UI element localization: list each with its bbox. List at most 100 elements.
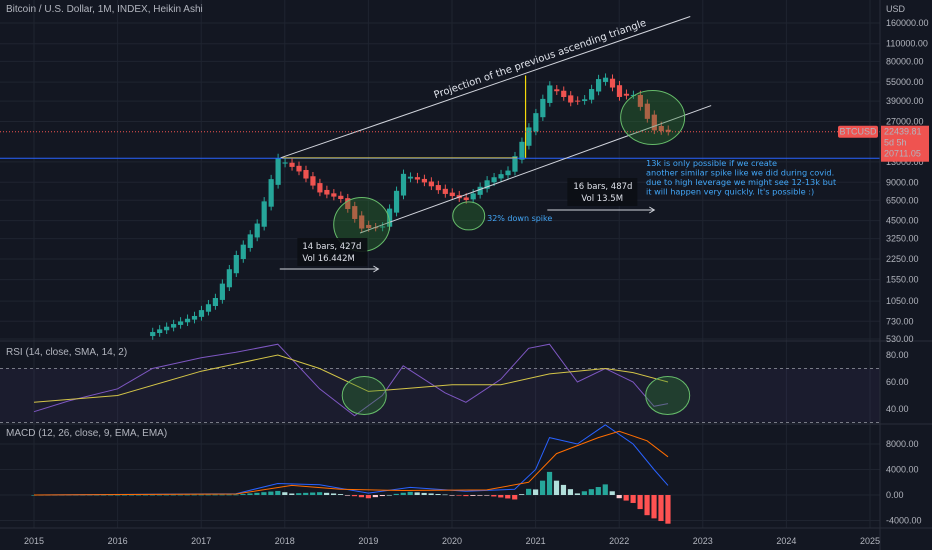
macd-histogram-bar xyxy=(337,494,344,495)
macd-histogram-bar xyxy=(630,495,636,503)
currency-label: USD xyxy=(886,4,906,14)
macd-tick-label: 4000.00 xyxy=(886,465,919,475)
macd-histogram-bar xyxy=(414,492,420,495)
macd-histogram-bar xyxy=(491,495,497,497)
candle-body xyxy=(212,298,219,307)
last-price-label: 22439.81 xyxy=(884,127,922,137)
candle-body xyxy=(164,326,170,331)
macd-histogram-bar xyxy=(108,494,114,496)
price-tick-label: 27000.00 xyxy=(886,116,924,126)
macd-pane[interactable] xyxy=(31,424,671,524)
candle-body xyxy=(359,215,365,229)
macd-histogram-bar xyxy=(205,494,211,496)
macd-histogram-bar xyxy=(142,494,149,496)
macd-histogram-bar xyxy=(101,494,107,496)
macd-histogram-bar xyxy=(651,495,657,519)
macd-histogram-bar xyxy=(512,495,518,500)
candle-body xyxy=(282,162,288,164)
macd-histogram-bar xyxy=(184,494,190,496)
macd-title[interactable]: MACD (12, 26, close, 9, EMA, EMA) xyxy=(6,428,168,439)
price-tick-label: 2250.00 xyxy=(886,254,919,264)
rsi-pane[interactable] xyxy=(0,343,880,423)
channel-lower-line xyxy=(359,105,712,234)
macd-histogram-bar xyxy=(135,494,142,496)
candle-body xyxy=(435,185,441,191)
macd-histogram-bar xyxy=(386,494,392,496)
rsi-tick-label: 80.00 xyxy=(886,350,909,360)
time-tick-label: 2023 xyxy=(693,536,713,546)
candle-body xyxy=(568,95,574,103)
candle-body xyxy=(289,162,295,167)
macd-histogram-bar xyxy=(317,492,323,495)
candle-body xyxy=(658,126,664,132)
rsi-ma-line xyxy=(33,354,669,403)
macd-histogram-bar xyxy=(219,494,225,496)
candle-body xyxy=(303,169,309,179)
candle-body xyxy=(582,99,588,101)
macd-histogram-bar xyxy=(358,495,365,498)
macd-tick-label: -4000.00 xyxy=(886,516,922,526)
candle-body xyxy=(595,79,602,92)
candle-body xyxy=(171,324,177,328)
price-tick-label: 6500.00 xyxy=(886,195,919,205)
macd-histogram-bar xyxy=(198,494,204,496)
macd-histogram-bar xyxy=(393,493,399,495)
candle-body xyxy=(442,188,448,194)
macd-histogram-bar xyxy=(254,492,260,495)
candle-body xyxy=(380,226,386,228)
candle-body xyxy=(609,78,616,88)
candle-body xyxy=(191,315,198,320)
macd-histogram-bar xyxy=(149,494,156,496)
candle-body xyxy=(519,141,525,160)
macd-histogram-bar xyxy=(470,495,476,496)
macd-histogram-bar xyxy=(623,495,629,501)
candles xyxy=(150,73,671,340)
candle-body xyxy=(470,193,476,200)
macd-histogram-bar xyxy=(247,493,253,495)
note-line: 13k is only possible if we create xyxy=(646,158,777,168)
candle-body xyxy=(254,223,260,238)
price-tick-label: 730.00 xyxy=(886,316,914,326)
rsi-tick-label: 40.00 xyxy=(886,404,909,414)
macd-histogram-bar xyxy=(407,491,413,495)
macd-histogram-bar xyxy=(574,493,580,495)
candle-body xyxy=(533,113,539,132)
candle-body xyxy=(150,332,156,337)
price-axis[interactable]: USD 160000.00 110000.00 80000.00 55000.00 390… xyxy=(838,4,929,526)
symbol-tag-text: BTCUSD xyxy=(839,127,877,137)
candle-body xyxy=(449,192,455,197)
candle-body xyxy=(331,193,337,197)
time-tick-label: 2017 xyxy=(191,536,211,546)
price-tick-label: 13000.00 xyxy=(886,157,924,167)
macd-histogram-bar xyxy=(261,492,267,495)
macd-histogram-bar xyxy=(212,494,218,496)
macd-histogram-bar xyxy=(156,494,162,496)
macd-histogram-bar xyxy=(637,495,643,510)
macd-histogram-bar xyxy=(519,494,525,495)
macd-histogram-bar xyxy=(94,494,100,496)
rsi-title[interactable]: RSI (14, close, SMA, 14, 2) xyxy=(6,347,128,358)
macd-histogram-bar xyxy=(296,493,302,495)
countdown-label: 5d 5h xyxy=(884,138,907,148)
macd-histogram-bar xyxy=(289,493,295,495)
candle-body xyxy=(421,178,428,183)
price-tick-label: 1050.00 xyxy=(886,296,919,306)
candle-body xyxy=(540,98,546,118)
time-axis[interactable]: 2015 2016 2017 2018 2019 2020 2021 2022 2023 2024… xyxy=(24,536,880,546)
macd-tick-label: 8000.00 xyxy=(886,439,919,449)
time-tick-label: 2020 xyxy=(442,536,462,546)
macd-histogram-bar xyxy=(268,491,274,495)
candle-body xyxy=(157,329,163,334)
macd-histogram-bar xyxy=(665,495,671,524)
macd-histogram-bar xyxy=(282,492,288,495)
candle-body xyxy=(275,157,281,185)
candle-body xyxy=(623,93,630,96)
macd-histogram-bar xyxy=(435,493,441,495)
measure-arrow-2-head xyxy=(649,206,656,214)
symbol-tag xyxy=(838,125,878,138)
macd-histogram-bar xyxy=(588,489,594,495)
candle-body xyxy=(184,318,191,323)
candle-body xyxy=(651,114,657,131)
rsi-line xyxy=(33,343,669,417)
